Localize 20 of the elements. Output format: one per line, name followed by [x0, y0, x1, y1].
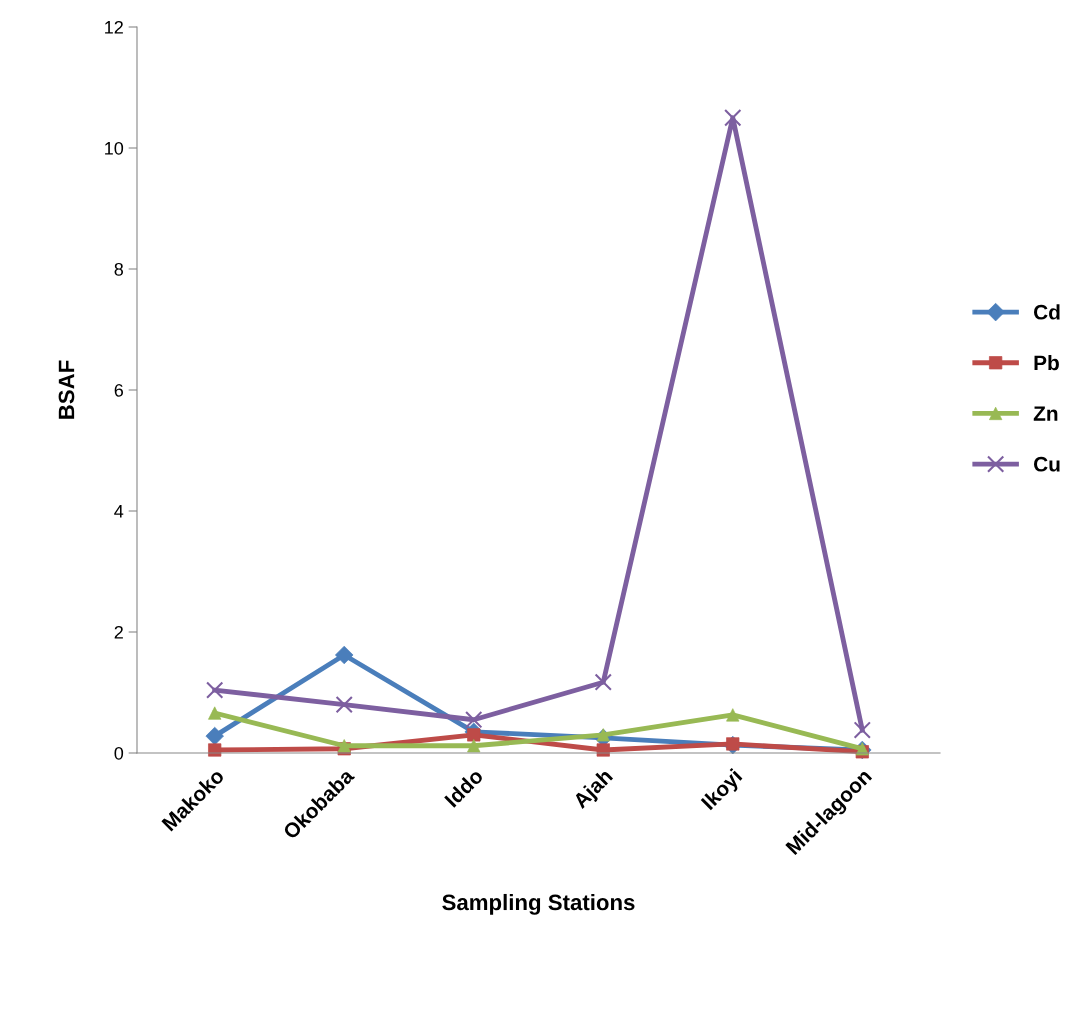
point: [853, 721, 871, 739]
y-tick-label: 4: [114, 505, 124, 518]
point: [335, 695, 353, 714]
legend-label: Zn: [1033, 406, 1058, 421]
y-tick-label: 0: [114, 746, 124, 760]
point: [335, 645, 354, 665]
y-axis-title: BSAF: [58, 360, 75, 419]
y-tick-label: 12: [105, 20, 123, 34]
legend-label: Cu: [1034, 456, 1060, 472]
y-tick-label: 6: [114, 383, 124, 397]
y-tick-label: 8: [114, 262, 124, 276]
point: [594, 673, 612, 691]
y-tick-label: 2: [114, 625, 123, 639]
x-axis-title: Sampling Stations: [442, 893, 635, 915]
y-tick-label: 10: [105, 141, 124, 155]
point: [206, 681, 224, 699]
legend-label: Pb: [1034, 354, 1059, 371]
point: [724, 109, 742, 127]
legend-label: Cd: [1034, 304, 1060, 320]
point: [465, 711, 483, 729]
